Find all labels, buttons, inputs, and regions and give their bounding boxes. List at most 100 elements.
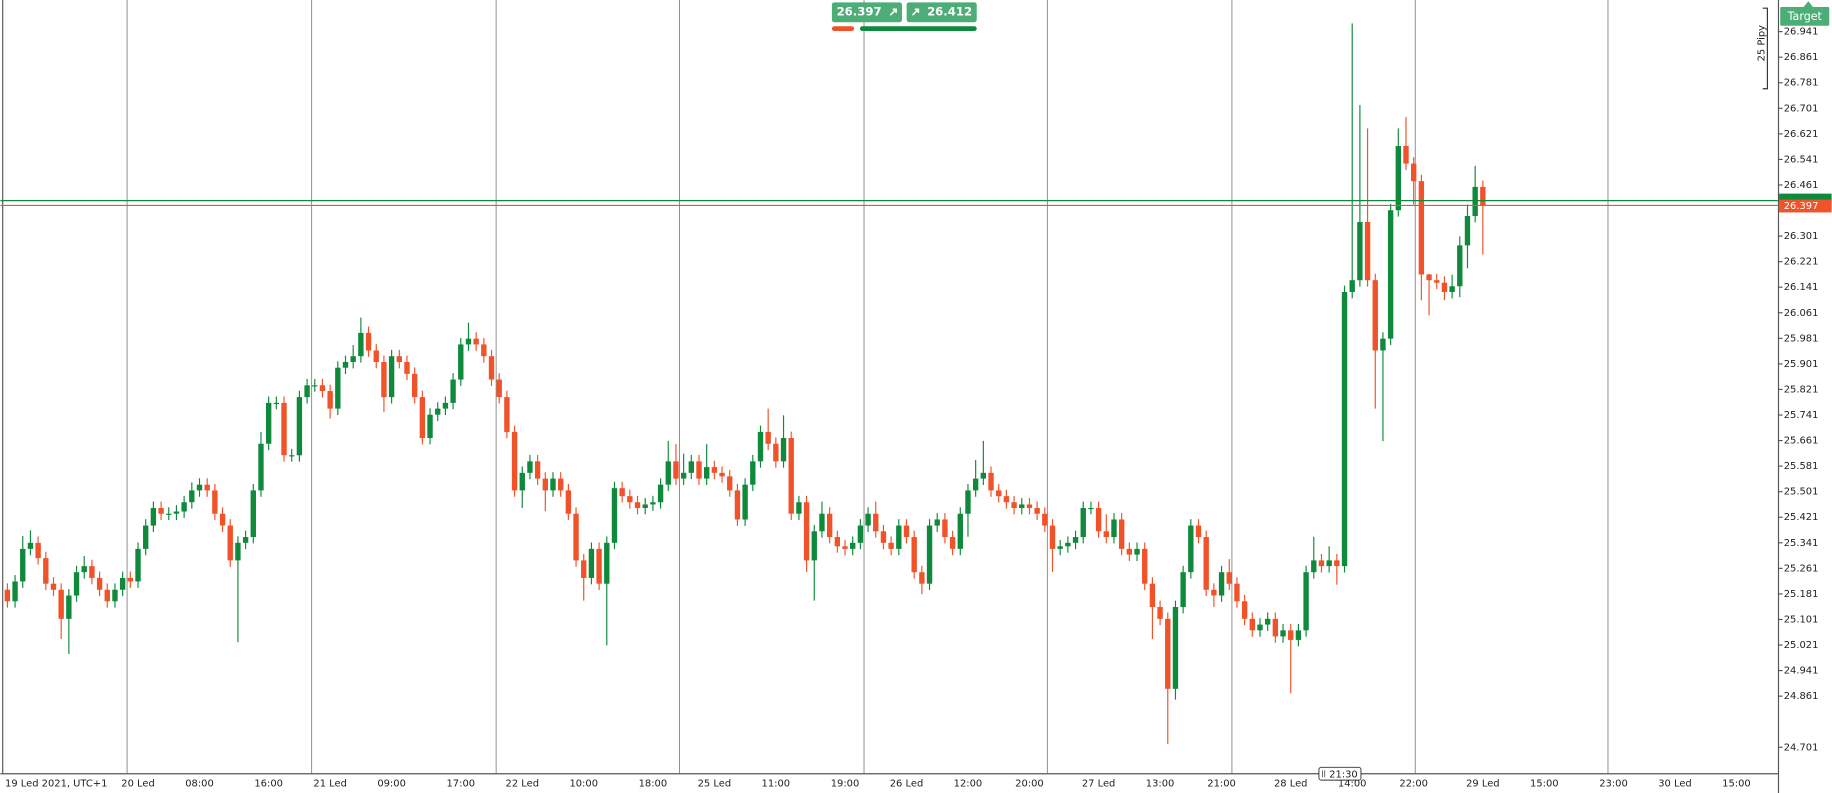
day-separators — [126, 0, 1609, 774]
candle-body — [1372, 280, 1378, 351]
candle-body — [1326, 560, 1332, 567]
candle-body — [581, 560, 587, 578]
candle-body — [104, 589, 110, 602]
candle-body — [688, 461, 695, 473]
candle-body — [1149, 583, 1156, 608]
y-tick-label: 26.941 — [1784, 27, 1819, 38]
x-tick-label: 21:00 — [1207, 779, 1236, 790]
x-tick-label: 22:00 — [1399, 779, 1428, 790]
candle-body — [273, 402, 280, 405]
x-tick-label: 13:00 — [1146, 779, 1175, 790]
candle-body — [865, 513, 871, 526]
candle-body — [1426, 274, 1432, 281]
candle-body — [250, 490, 256, 538]
candle-body — [1126, 548, 1133, 555]
candle-body — [1234, 583, 1240, 602]
x-tick-label: 15:00 — [1722, 779, 1751, 790]
candle-body — [319, 385, 326, 392]
candle-body — [1049, 525, 1056, 549]
y-tick-label: 25.821 — [1784, 384, 1819, 395]
sentiment-bar-sell — [831, 26, 855, 31]
candle-body — [4, 589, 11, 602]
candle-body — [1218, 572, 1225, 596]
candle-body — [1026, 504, 1033, 508]
x-tick-label: 26 Led — [890, 779, 923, 790]
plot — [0, 23, 1778, 745]
candle-body — [1318, 560, 1325, 567]
y-tick-label: 25.021 — [1784, 640, 1819, 651]
sell-button[interactable]: 26.397 — [831, 2, 902, 23]
pip-bracket — [1762, 7, 1768, 90]
candle-body — [112, 589, 118, 602]
candle-body — [903, 525, 910, 538]
candle-body — [819, 513, 825, 532]
x-tick-label: 20 Led — [121, 779, 154, 790]
candle-body — [396, 356, 402, 362]
candle-body — [58, 589, 64, 619]
candle-body — [996, 490, 1002, 497]
y-tick-label: 26.141 — [1784, 282, 1819, 293]
x-tick-label: 19:00 — [831, 779, 860, 790]
candle-body — [481, 344, 487, 357]
y-tick-label: 24.941 — [1784, 666, 1819, 677]
candle-body — [934, 519, 940, 526]
candle-body — [419, 397, 426, 439]
target-label: Target — [1787, 10, 1823, 23]
candle-body — [312, 385, 318, 387]
candle-body — [527, 461, 533, 473]
candle-body — [219, 513, 226, 526]
sell-button-bg — [831, 2, 902, 23]
candle-body — [780, 438, 787, 462]
x-tick-label: 27 Led — [1082, 779, 1115, 790]
x-tick-label: 12:00 — [954, 779, 983, 790]
y-tick-label: 26.861 — [1784, 52, 1819, 63]
candle-body — [588, 548, 595, 578]
candle-body — [1272, 618, 1279, 637]
x-tick-label: 15:00 — [1530, 779, 1559, 790]
candle-body — [811, 531, 817, 561]
candle-body — [196, 484, 203, 491]
candle-body — [957, 513, 963, 549]
candle-body — [488, 356, 495, 380]
candle-body — [135, 548, 141, 582]
candle-body — [1172, 607, 1179, 689]
candle-body — [642, 504, 648, 508]
candle-body — [1088, 507, 1094, 510]
candle-body — [1380, 338, 1386, 351]
candle-body — [1295, 630, 1302, 640]
candle-body — [796, 502, 802, 514]
x-tick-label: 11:00 — [762, 779, 791, 790]
candle-body — [988, 472, 994, 491]
y-tick-label: 25.901 — [1784, 359, 1819, 370]
candle-body — [1034, 507, 1040, 514]
candle-body — [1203, 537, 1209, 590]
candle-body — [1457, 245, 1463, 287]
candle-body — [757, 431, 764, 462]
candle-body — [189, 490, 195, 503]
crosshair-time: 21:30 — [1329, 769, 1358, 780]
candle-body — [465, 338, 472, 345]
buy-button[interactable]: 26.412 — [906, 2, 977, 23]
candle-body — [227, 525, 233, 561]
candle-body — [949, 537, 956, 549]
y-tick-label: 25.341 — [1784, 538, 1819, 549]
candle-body — [235, 542, 241, 561]
target-flag[interactable]: Target — [1780, 1, 1830, 26]
candle-body — [1480, 186, 1486, 206]
candle-body — [711, 467, 718, 473]
candle-body — [980, 472, 987, 479]
ask-marker — [1779, 193, 1832, 203]
candle-body — [657, 484, 664, 503]
candle-body — [66, 595, 72, 619]
candle-body — [458, 344, 464, 380]
candle-body — [258, 443, 264, 491]
target-pointer — [1803, 1, 1813, 8]
candle-body — [1357, 222, 1363, 281]
y-tick-label: 26.221 — [1784, 257, 1819, 268]
candle-body — [557, 478, 564, 491]
candle-body — [596, 548, 602, 584]
candle-body — [1011, 502, 1017, 508]
candle-body — [35, 542, 41, 559]
y-tick-label: 26.061 — [1784, 308, 1819, 319]
candle-body — [181, 502, 187, 512]
